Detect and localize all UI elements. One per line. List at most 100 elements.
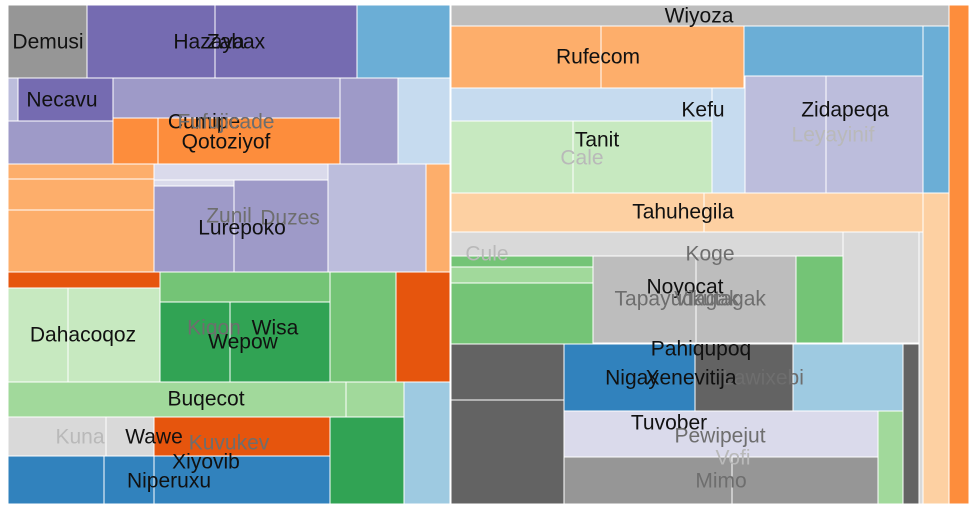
treemap-cell-59 <box>450 282 594 345</box>
treemap-cell-16 <box>153 185 235 273</box>
treemap-cell-33 <box>105 416 155 457</box>
treemap-label-pewipejut: Pewipejut <box>674 425 765 448</box>
treemap-cell-21 <box>7 271 161 289</box>
treemap-label-xiyovib: Xiyovib <box>172 451 240 474</box>
treemap-cell-65 <box>694 343 794 412</box>
treemap-cell-38 <box>153 455 331 505</box>
treemap-label-nigay: Nigay <box>605 367 659 390</box>
treemap-cell-58 <box>450 266 594 284</box>
treemap-cell-45 <box>450 87 713 122</box>
treemap-label-tapayudagak: Tapayudagak <box>615 288 740 311</box>
treemap-cell-67 <box>902 343 920 505</box>
treemap-cell-42 <box>600 25 745 89</box>
treemap-cell-40 <box>948 4 970 505</box>
treemap-label-niperuxu: Niperuxu <box>127 470 211 493</box>
treemap-label-pahiqupoq: Pahiqupoq <box>651 338 751 361</box>
treemap-cell-11 <box>157 117 341 165</box>
treemap-cell-66 <box>792 343 904 412</box>
treemap-label-duzes: Duzes <box>260 207 320 230</box>
treemap-label-demusi: Demusi <box>12 31 83 54</box>
treemap-cell-55 <box>842 231 920 344</box>
treemap-cell-24 <box>395 271 451 383</box>
treemap-label-wisa: Wisa <box>252 317 299 340</box>
treemap-cell-27 <box>159 301 231 383</box>
treemap-cell-48 <box>825 75 924 194</box>
treemap-label-noyocat: Noyocat <box>646 276 723 299</box>
treemap-cell-70 <box>877 410 904 505</box>
treemap-cell-50 <box>572 120 713 194</box>
treemap-label-qotoziyof: Qotoziyof <box>182 131 271 154</box>
treemap-cell-68 <box>450 399 565 505</box>
treemap-cell-72 <box>731 456 879 505</box>
treemap-cell-51 <box>450 192 705 233</box>
treemap-label-lurepoko: Lurepoko <box>198 217 286 240</box>
treemap-label-zunil: Zunil <box>206 205 252 228</box>
treemap-cell-49 <box>450 120 574 194</box>
treemap-label-buqecot: Buqecot <box>167 388 244 411</box>
treemap-cell-62 <box>795 255 844 344</box>
treemap-cell-36 <box>7 455 105 505</box>
treemap-label-kiqon: Kiqon <box>187 317 241 340</box>
treemap-label-hazaya: Hazaya <box>173 31 245 54</box>
treemap-label-vikutagak: Vikutagak <box>674 288 766 311</box>
treemap-label-tahuhegila: Tahuhegila <box>632 201 734 224</box>
treemap-label-leyayinif: Leyayinif <box>792 124 875 147</box>
treemap-label-tuvober: Tuvober <box>631 412 707 435</box>
treemap-cell-7 <box>339 77 399 165</box>
treemap-cell-71 <box>563 456 733 505</box>
treemap-label-kuvukev: Kuvukev <box>189 432 270 455</box>
treemap-cell-9 <box>7 120 114 165</box>
treemap-label-zabax: Zabax <box>207 31 266 54</box>
treemap-label-cumipe: Cumipe <box>168 111 240 134</box>
treemap-cell-18 <box>327 163 427 273</box>
treemap-label-kefu: Kefu <box>681 99 724 122</box>
treemap-cell-22 <box>159 271 331 303</box>
treemap-label-zidapeqa: Zidapeqa <box>801 99 889 122</box>
treemap-cell-29 <box>7 381 347 418</box>
treemap-cell-31 <box>403 381 451 505</box>
treemap-cell-19 <box>425 163 451 273</box>
treemap-label-wepow: Wepow <box>208 331 278 354</box>
treemap-cell-28 <box>229 301 331 383</box>
treemap-cell-41 <box>450 25 602 89</box>
treemap-label-koge: Koge <box>685 243 734 266</box>
treemap-label-fufujicade: Fufujicade <box>178 111 275 134</box>
treemap-cell-13 <box>153 163 329 181</box>
treemap-label-wiyoza: Wiyoza <box>665 5 734 28</box>
treemap-cell-43 <box>743 25 924 77</box>
treemap-label-cale: Cale <box>560 147 603 170</box>
treemap-cell-10 <box>112 117 159 165</box>
treemap-cell-3 <box>356 4 451 79</box>
treemap-cell-12 <box>7 163 155 180</box>
treemap-cell-17 <box>233 179 329 273</box>
treemap-label-kuna: Kuna <box>55 426 104 449</box>
treemap-cell-52 <box>703 192 924 233</box>
treemap-cell-0 <box>7 4 88 79</box>
treemap-label-wawe: Wawe <box>125 426 183 449</box>
treemap-cell-60 <box>592 255 697 344</box>
treemap-cell-20 <box>7 209 155 273</box>
treemap-cell-25 <box>7 287 69 383</box>
treemap-label-xenevitija: Xenevitija <box>645 367 736 390</box>
treemap-label-tanit: Tanit <box>575 129 620 152</box>
treemap-cell-35 <box>329 416 405 505</box>
treemap-cell-14 <box>7 178 155 211</box>
treemap-cell-69 <box>563 410 879 458</box>
treemap-cell-47 <box>744 75 827 194</box>
treemap-cell-30 <box>345 381 405 418</box>
treemap-label-cule: Cule <box>465 243 508 266</box>
treemap-cell-44 <box>922 25 950 194</box>
treemap-label-mimo: Mimo <box>695 470 746 493</box>
treemap-cell-61 <box>695 255 797 344</box>
treemap-label-lawixebi: Lawixebi <box>722 367 804 390</box>
treemap-label-necavu: Necavu <box>26 89 97 112</box>
treemap-cell-63 <box>450 343 565 401</box>
treemap-label-dahacoqoz: Dahacoqoz <box>30 324 136 347</box>
treemap-cell-8 <box>397 77 451 165</box>
treemap-label-rufecom: Rufecom <box>556 46 640 69</box>
treemap-label-vofi: Vofi <box>715 447 750 470</box>
treemap-cell-23 <box>329 271 397 383</box>
treemap-cell-53 <box>922 192 950 505</box>
